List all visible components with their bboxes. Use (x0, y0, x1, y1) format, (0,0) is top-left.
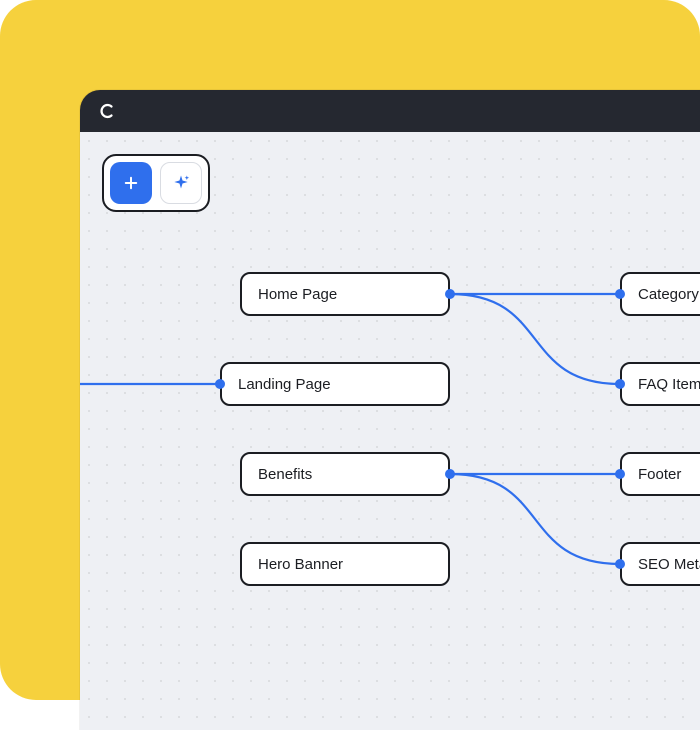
connection-port[interactable] (445, 289, 455, 299)
sparkle-icon (171, 173, 191, 193)
node-label: SEO Meta (638, 556, 700, 573)
node-label: FAQ Item (638, 376, 700, 393)
connection-port[interactable] (215, 379, 225, 389)
node-landing[interactable]: Landing Page (220, 362, 450, 406)
diagram-canvas[interactable]: Home Page Landing Page Benefits Hero Banner… (80, 132, 700, 730)
connection-port[interactable] (615, 289, 625, 299)
node-label: Category P (638, 286, 700, 303)
node-category[interactable]: Category P (620, 272, 700, 316)
ai-sparkle-button[interactable] (160, 162, 202, 204)
add-node-button[interactable] (110, 162, 152, 204)
edge (450, 294, 620, 384)
node-home[interactable]: Home Page (240, 272, 450, 316)
node-label: Hero Banner (258, 556, 343, 573)
node-label: Home Page (258, 286, 337, 303)
app-logo-icon (98, 102, 116, 120)
node-faq[interactable]: FAQ Item (620, 362, 700, 406)
node-footer[interactable]: Footer (620, 452, 700, 496)
connection-port[interactable] (445, 469, 455, 479)
node-label: Benefits (258, 466, 312, 483)
connection-port[interactable] (615, 559, 625, 569)
connection-port[interactable] (615, 469, 625, 479)
node-benefits[interactable]: Benefits (240, 452, 450, 496)
node-label: Footer (638, 466, 681, 483)
plus-icon (122, 174, 140, 192)
canvas-toolbar (102, 154, 210, 212)
node-seo[interactable]: SEO Meta (620, 542, 700, 586)
connection-port[interactable] (615, 379, 625, 389)
edge (450, 474, 620, 564)
node-label: Landing Page (238, 376, 331, 393)
node-hero[interactable]: Hero Banner (240, 542, 450, 586)
app-window: Home Page Landing Page Benefits Hero Banner… (80, 90, 700, 730)
titlebar (80, 90, 700, 132)
edges-layer (80, 132, 700, 730)
